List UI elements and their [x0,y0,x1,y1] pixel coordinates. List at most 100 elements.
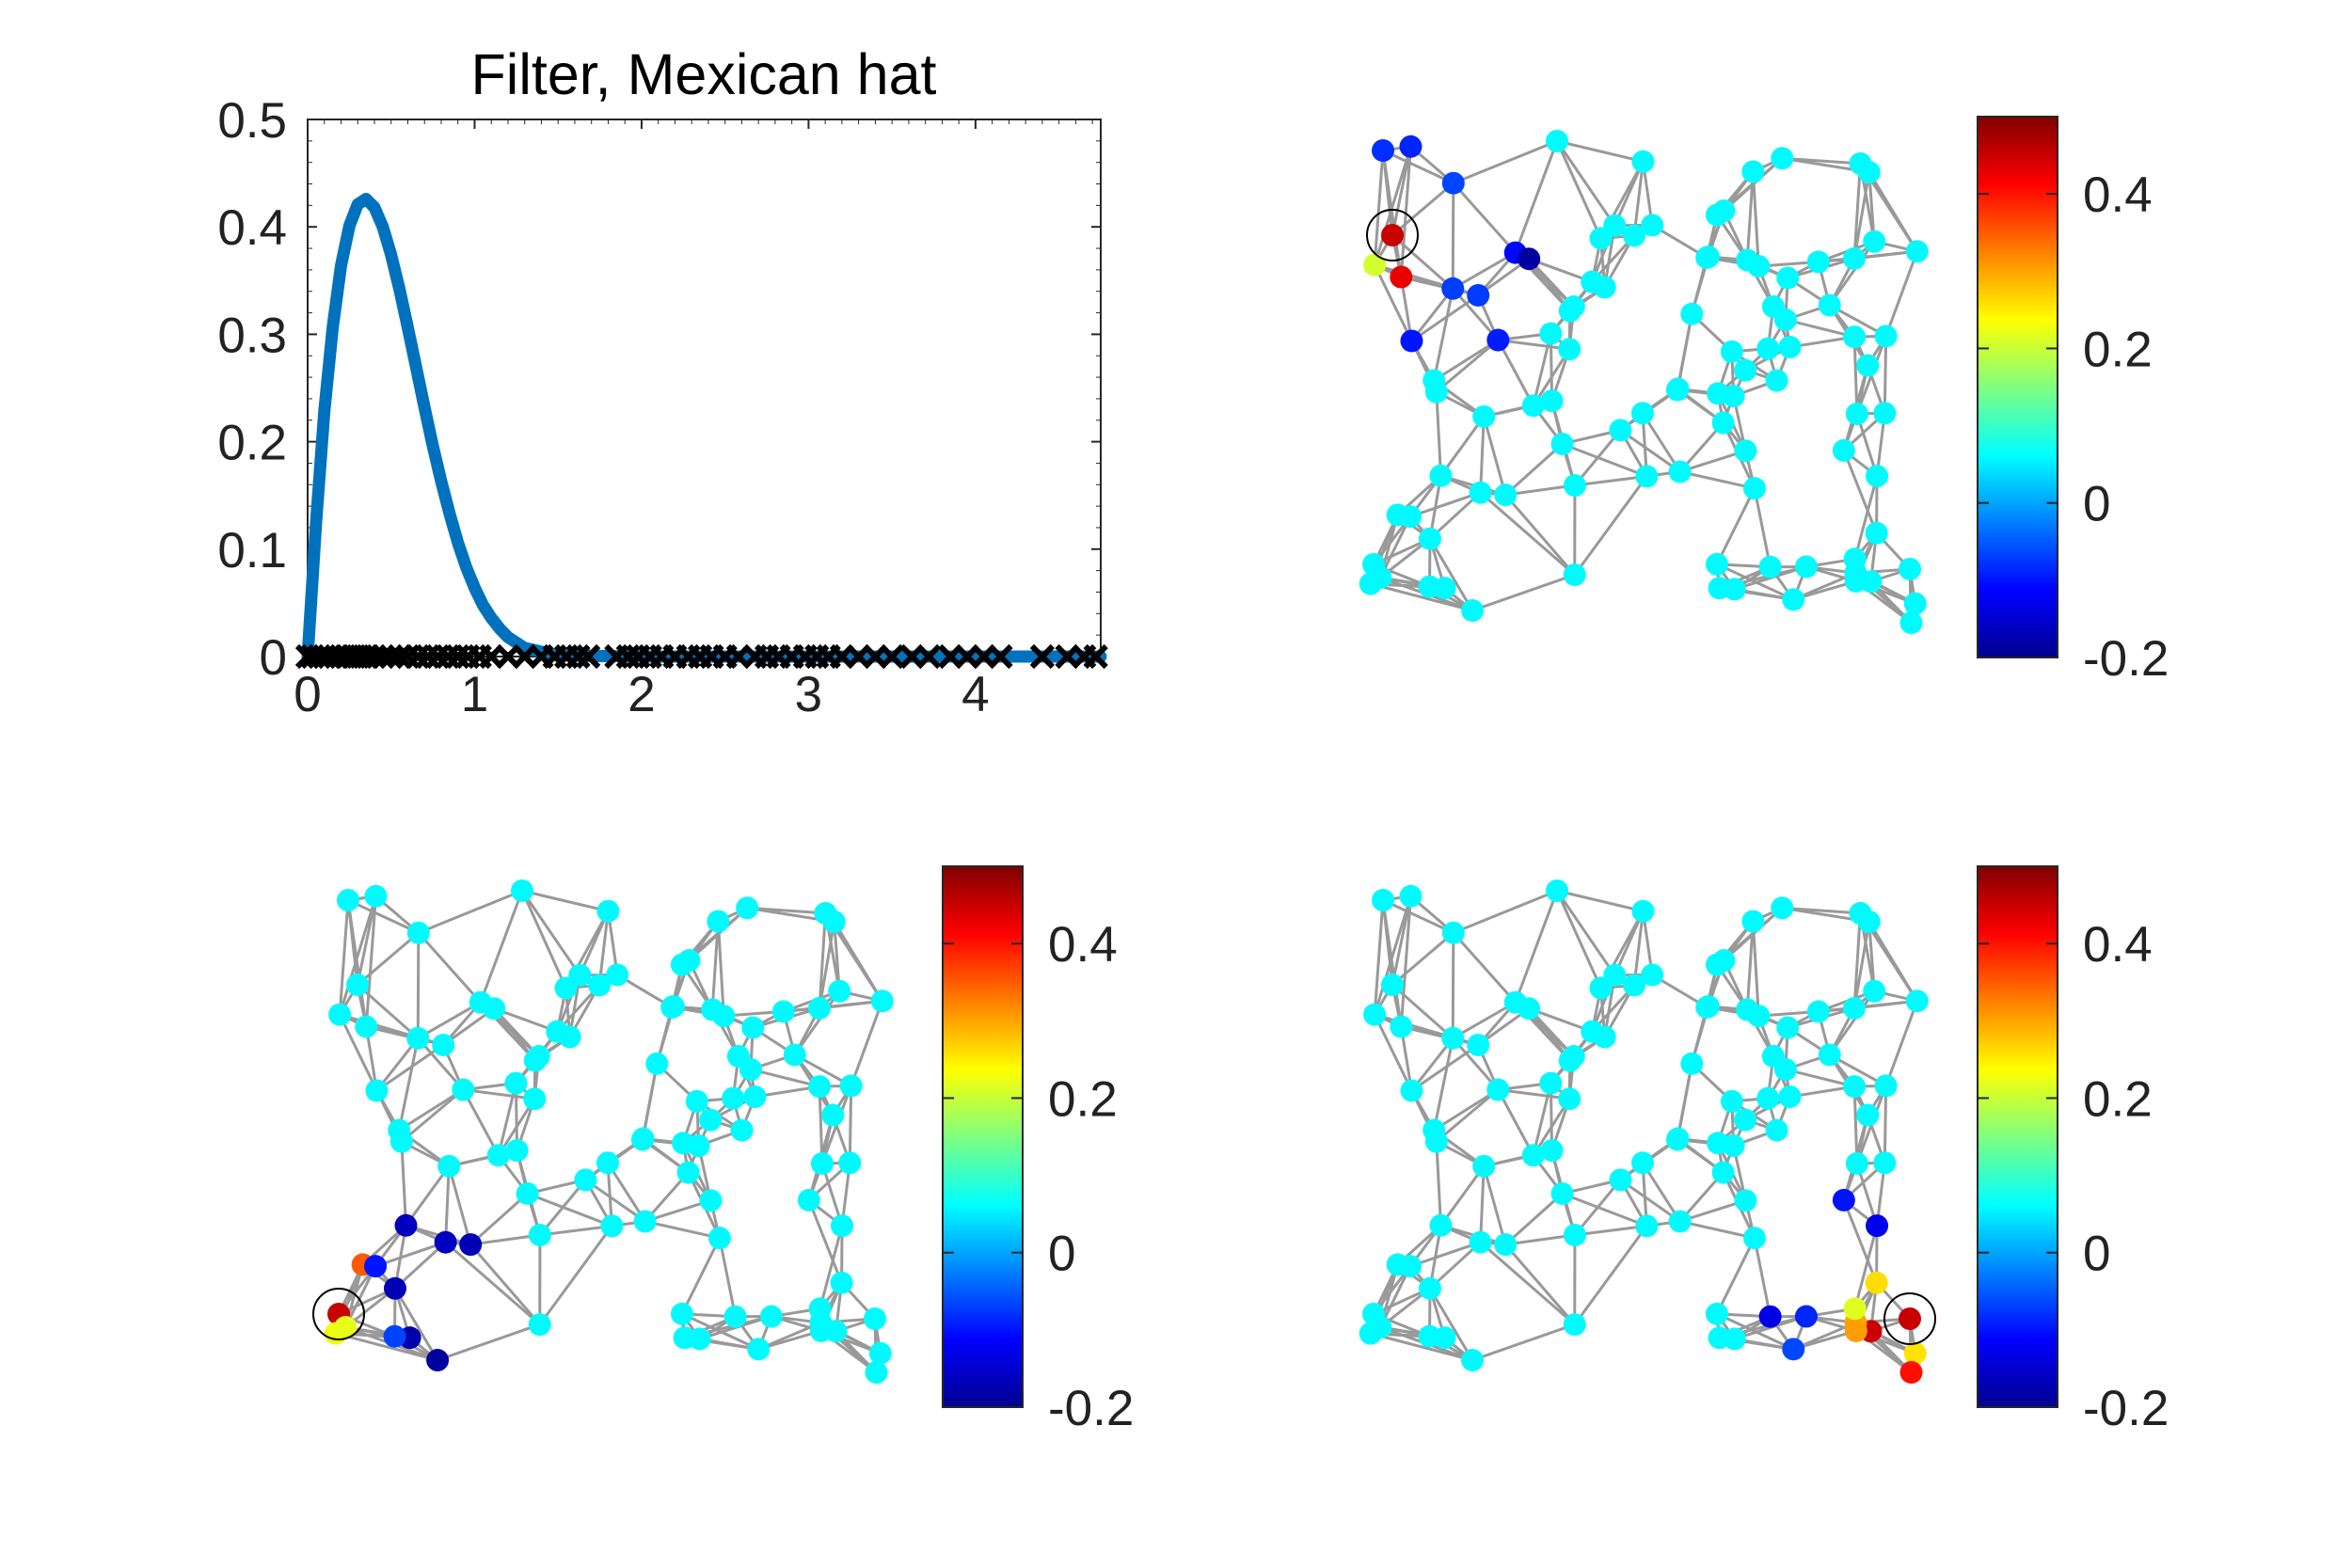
graph-node [1422,1118,1446,1142]
graph-node [1581,1020,1604,1043]
graph-node [1635,1214,1659,1238]
graph-node [568,963,592,987]
graph-node [1546,130,1568,152]
graph-node [1550,432,1574,455]
graph-node [1818,293,1841,317]
graph-edge [1852,912,1862,1009]
graph-node [865,1361,888,1385]
graph-edge [1439,415,1486,477]
x-tick-label: 2 [628,667,655,722]
graph-node [676,1161,700,1184]
colorbar-gradient [942,865,1024,1408]
graph-node [1631,150,1655,173]
graph-node [1722,385,1745,408]
graph-edge [1641,1162,1681,1223]
graph-edge [606,1162,646,1223]
colorbar-tick-label: 0 [1048,1227,1075,1282]
graph-edge [1382,149,1454,185]
graph-edge [1432,288,1454,381]
graph-node [1708,1326,1731,1350]
graph-edge [418,889,523,935]
selected-node-ring [1366,209,1419,261]
graph-node [687,1134,710,1158]
graph-node [1540,1139,1564,1163]
graph-node [1818,1043,1841,1067]
graph-highlight [1883,1292,1936,1345]
graph-node [1758,1305,1782,1328]
graph-node [406,1026,430,1050]
eigenvalue-marker [1029,643,1056,670]
graph-edge [1452,251,1517,291]
graph-node [1863,230,1886,253]
graph-node [1399,1255,1422,1278]
colorbar-tick-label: 0.4 [2083,167,2153,223]
graph-edge [1497,1088,1535,1156]
graph-node [1558,338,1581,361]
colorbar-gradient [1977,865,2058,1408]
graph-node [1441,171,1465,195]
colorbar-bottom-right: 0.4 0.2 0 -0.2 [1977,865,2169,1436]
graph-edge [1504,1192,1564,1246]
graph-edge [1562,1192,1647,1227]
graph-node [830,1271,853,1294]
graph-edge [1676,1063,1693,1140]
graph-edge [521,889,609,913]
graph-node [1518,247,1541,271]
graph-edge [818,1086,824,1164]
graph-node [699,1189,723,1212]
graph-node [1668,1210,1692,1233]
colorbar-tick-label: 0 [2083,477,2110,532]
graph-edge [1435,1088,1500,1143]
graph-edge [1716,1312,1794,1351]
graph-node [1372,139,1394,162]
graph-node [452,1078,475,1101]
graph-edge [417,931,482,1004]
graph-node [1712,949,1736,973]
colorbar-tick-label: -0.2 [2083,631,2169,687]
graph-node [1472,1154,1496,1178]
graph-edge [1391,182,1454,237]
graph-edge [1504,1243,1576,1326]
y-tick-label: 0.5 [217,93,287,149]
graph-node [1711,1161,1735,1184]
selected-node-ring [312,1288,365,1340]
graph-edge [1573,1225,1648,1325]
graph-node [1563,563,1586,587]
colorbar-tick-label: -0.2 [1048,1381,1134,1436]
graph-node [483,997,506,1021]
graph-edge [1679,470,1756,490]
graph-node [1711,411,1735,435]
graph-edges [1369,139,1919,625]
graph-node [1708,577,1731,600]
graph-node [707,910,730,933]
graph-node [1843,325,1867,349]
graph-node [661,995,685,1019]
graph-edge [1452,287,1500,341]
graph-edge [747,906,826,915]
graph-edge [397,1037,420,1131]
graph-node [633,1210,657,1233]
graph-node [1641,963,1664,987]
graph-edge [750,1068,820,1088]
graph-edge [400,1088,465,1143]
graph-edge [437,1323,541,1362]
graph-node [328,1003,352,1026]
graph-edge [1555,140,1602,240]
graph-node [1734,1108,1757,1132]
graph-edge [1853,475,1879,560]
graph-node [1794,1305,1818,1328]
graph-node [741,1016,765,1039]
graph-edge [1452,1037,1500,1091]
graph-node [1756,1086,1780,1110]
graph-node [1563,1313,1586,1337]
graph-nodes [324,879,894,1385]
graph-node [1758,555,1782,578]
graph-node [1843,996,1867,1020]
graph-edge [1391,931,1454,987]
graph-node [797,1188,820,1212]
graph-edge [343,1265,377,1328]
graph-edge [1428,1241,1482,1290]
graph-node [1849,901,1872,925]
graph-node [723,1305,747,1328]
